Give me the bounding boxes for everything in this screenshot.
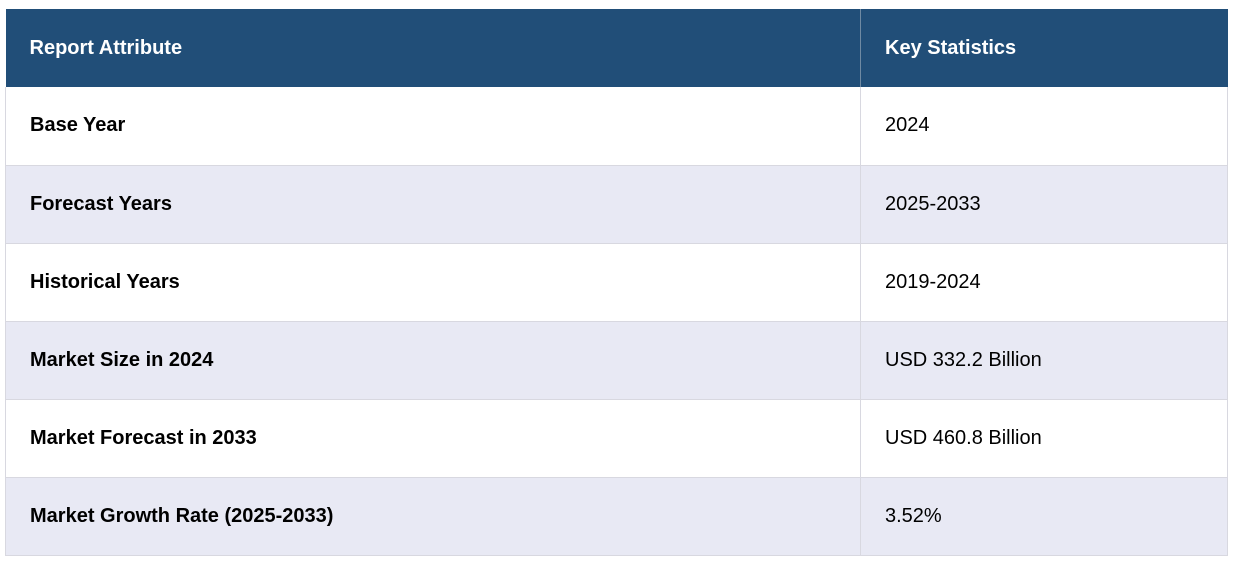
header-row: Report Attribute Key Statistics [5, 9, 1228, 87]
value-cell: USD 332.2 Billion [860, 321, 1228, 400]
report-attributes-table: Report Attribute Key Statistics Base Yea… [5, 9, 1228, 556]
table-row: Market Forecast in 2033 USD 460.8 Billio… [5, 399, 1228, 478]
attribute-cell: Forecast Years [5, 165, 861, 244]
attribute-cell: Market Forecast in 2033 [5, 399, 861, 478]
attribute-cell: Base Year [5, 87, 861, 166]
table-row: Base Year 2024 [5, 87, 1228, 166]
table-row: Market Size in 2024 USD 332.2 Billion [5, 321, 1228, 400]
table-body: Base Year 2024 Forecast Years 2025-2033 … [5, 87, 1228, 556]
table-row: Forecast Years 2025-2033 [5, 165, 1228, 244]
attribute-cell: Market Growth Rate (2025-2033) [5, 477, 861, 556]
table-header: Report Attribute Key Statistics [5, 9, 1228, 87]
table-row: Historical Years 2019-2024 [5, 243, 1228, 322]
header-report-attribute: Report Attribute [5, 9, 861, 87]
value-cell: USD 460.8 Billion [860, 399, 1228, 478]
value-cell: 3.52% [860, 477, 1228, 556]
value-cell: 2024 [860, 87, 1228, 166]
value-cell: 2019-2024 [860, 243, 1228, 322]
attribute-cell: Historical Years [5, 243, 861, 322]
header-key-statistics: Key Statistics [860, 9, 1228, 87]
value-cell: 2025-2033 [860, 165, 1228, 244]
report-table-container: Report Attribute Key Statistics Base Yea… [5, 9, 1228, 556]
table-row: Market Growth Rate (2025-2033) 3.52% [5, 477, 1228, 556]
attribute-cell: Market Size in 2024 [5, 321, 861, 400]
